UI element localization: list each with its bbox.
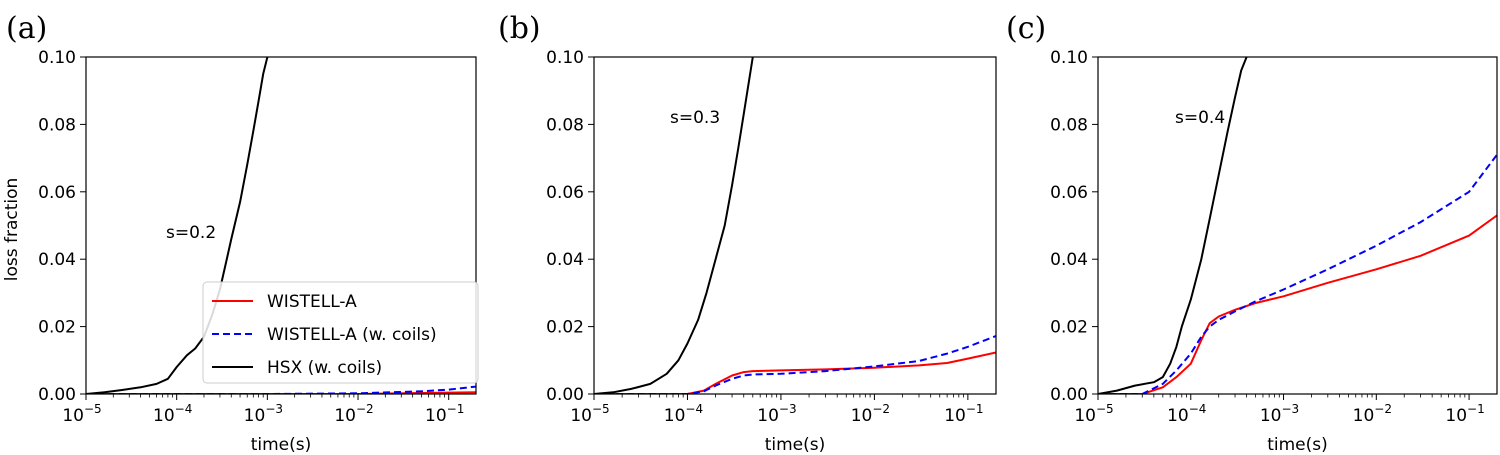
y-tick-label: 0.02 xyxy=(1050,318,1088,338)
y-tick-label: 0.06 xyxy=(1050,183,1088,203)
plot-frame xyxy=(593,56,997,395)
series-line-wistell-a-w-coils xyxy=(594,335,996,394)
x-tick-label: 10−4 xyxy=(1167,402,1206,426)
series-line-wistell-a-w-coils xyxy=(1098,154,1497,394)
series-line-wistell-a-w-coils xyxy=(86,385,476,394)
series-line-hsx-w-coils xyxy=(1098,57,1248,394)
y-tick-label: 0.04 xyxy=(1050,250,1088,270)
panel-label: (c) xyxy=(1006,11,1046,46)
y-tick-label: 0.06 xyxy=(546,183,584,203)
y-tick-label: 0.02 xyxy=(546,318,584,338)
x-axis-label: time(s) xyxy=(1267,435,1328,455)
legend-entry-label: WISTELL-A xyxy=(267,292,357,312)
plot-frame xyxy=(1097,56,1498,395)
annotation-label: s=0.4 xyxy=(1175,108,1225,128)
y-tick-label: 0.00 xyxy=(1050,385,1088,405)
y-tick-label: 0.06 xyxy=(38,183,76,203)
x-tick-label: 10−5 xyxy=(570,402,609,426)
x-tick-label: 10−2 xyxy=(851,402,890,426)
series-group xyxy=(594,57,996,394)
series-line-wistell-a xyxy=(1098,214,1497,394)
legend: WISTELL-A WISTELL-A (w. coils) HSX (w. coi… xyxy=(202,281,479,384)
x-tick-label: 10−1 xyxy=(425,402,464,426)
y-tick-label: 0.08 xyxy=(546,115,584,135)
panel-label: (a) xyxy=(6,11,47,46)
y-tick-label: 0.08 xyxy=(1050,115,1088,135)
y-tick-label: 0.00 xyxy=(546,385,584,405)
y-tick-label: 0.08 xyxy=(38,115,76,135)
x-tick-label: 10−2 xyxy=(334,402,373,426)
x-tick-label: 10−3 xyxy=(244,402,283,426)
panel-label: (b) xyxy=(498,11,541,46)
x-tick-label: 10−2 xyxy=(1353,402,1392,426)
y-tick-label: 0.10 xyxy=(38,48,76,68)
y-tick-label: 0.10 xyxy=(1050,48,1088,68)
x-tick-label: 10−3 xyxy=(757,402,796,426)
x-tick-label: 10−5 xyxy=(1074,402,1113,426)
panel-a: (a) 0.00 0.02 0.04 0.06 0.08 0.10 10−5 10−4 10−3 1… xyxy=(2,11,479,455)
y-tick-label: 0.04 xyxy=(38,250,76,270)
panel-c: (c) 0.00 0.02 0.04 0.06 0.08 0.10 10−5 10−4 10−3 1… xyxy=(1006,11,1498,455)
series-line-wistell-a xyxy=(86,391,476,394)
x-tick-label: 10−1 xyxy=(944,402,983,426)
x-axis-label: time(s) xyxy=(765,435,826,455)
legend-box xyxy=(202,281,479,384)
plot-frame xyxy=(85,56,477,395)
x-tick-label: 10−4 xyxy=(664,402,703,426)
y-tick-label: 0.00 xyxy=(38,385,76,405)
legend-entry-label: WISTELL-A (w. coils) xyxy=(267,325,437,345)
panel-b: (b) 0.00 0.02 0.04 0.06 0.08 0.10 10−5 10−4 10−3 1… xyxy=(498,11,997,455)
x-tick-label: 10−1 xyxy=(1445,402,1484,426)
x-tick-label: 10−4 xyxy=(153,402,192,426)
x-axis-label: time(s) xyxy=(251,435,312,455)
x-tick-label: 10−3 xyxy=(1260,402,1299,426)
y-tick-label: 0.04 xyxy=(546,250,584,270)
x-tick-label: 10−5 xyxy=(62,402,101,426)
y-tick-label: 0.02 xyxy=(38,318,76,338)
series-group xyxy=(1098,57,1497,394)
y-axis-label: loss fraction xyxy=(2,178,22,282)
series-line-hsx-w-coils xyxy=(594,57,754,394)
annotation-label: s=0.2 xyxy=(166,223,216,243)
annotation-label: s=0.3 xyxy=(670,108,720,128)
y-tick-label: 0.10 xyxy=(546,48,584,68)
legend-entry-label: HSX (w. coils) xyxy=(267,358,382,378)
